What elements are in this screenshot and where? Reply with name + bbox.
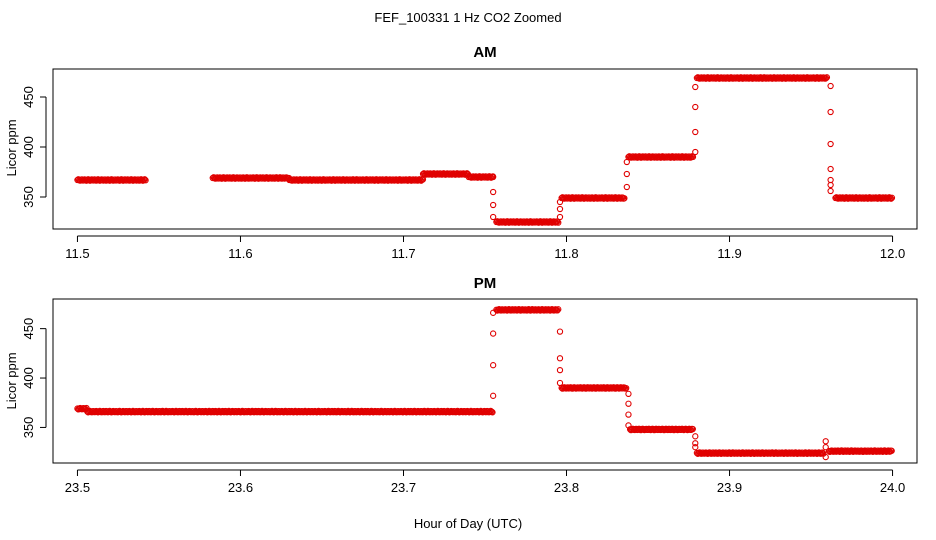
- data-point: [692, 148, 699, 156]
- panel-pm-xtick-label: 23.9: [717, 480, 742, 495]
- data-point: [625, 422, 632, 429]
- data-point: [623, 384, 630, 392]
- data-point: [692, 83, 699, 91]
- data-point: [556, 205, 564, 213]
- data-point: [625, 400, 632, 407]
- data-point: [554, 307, 561, 314]
- data-point: [488, 408, 495, 415]
- data-point: [625, 411, 632, 418]
- panel-pm-xtick-label: 24.0: [880, 480, 905, 495]
- panel-pm-xtick-label: 23.7: [391, 480, 416, 495]
- data-point: [623, 170, 630, 178]
- data-point: [822, 453, 829, 461]
- data-point: [819, 449, 826, 456]
- data-point: [489, 213, 497, 221]
- data-point: [689, 153, 697, 161]
- data-point: [827, 176, 834, 184]
- panel-pm-yaxis: 350 400 450: [21, 318, 47, 439]
- panel-am-xtick-label: 11.6: [228, 246, 252, 261]
- panel-am-xaxis: 11.5 11.6 11.7 11.8 11.9 12.0: [65, 235, 905, 261]
- data-point: [556, 366, 564, 374]
- data-point: [692, 103, 699, 111]
- panel-am-xtick-label: 11.9: [717, 246, 741, 261]
- panel-pm-ytick-label: 450: [21, 318, 36, 340]
- data-point: [827, 187, 834, 195]
- panel-am: AM Licor ppm 11.5 11.6 11.7 11.8 11.9 12.0 35…: [4, 44, 918, 261]
- data-point: [489, 309, 497, 316]
- panel-am-yaxis: 350 400 450: [21, 86, 47, 208]
- panel-am-xtick-label: 11.7: [391, 246, 415, 261]
- panel-pm-plot-box: [52, 298, 918, 464]
- panel-pm-points: [74, 306, 895, 461]
- figure-title: FEF_100331 1 Hz CO2 Zoomed: [374, 10, 561, 25]
- data-point: [692, 440, 699, 447]
- data-point: [556, 198, 564, 206]
- panel-am-xtick-label: 11.8: [554, 246, 578, 261]
- data-point: [827, 140, 834, 148]
- data-point: [689, 425, 696, 433]
- data-point: [555, 306, 562, 313]
- data-point: [822, 75, 830, 82]
- data-point: [556, 355, 564, 362]
- data-point: [623, 158, 630, 166]
- panel-pm-xtick-label: 23.8: [554, 480, 579, 495]
- data-point: [827, 108, 834, 116]
- panel-pm-ytick-label: 400: [21, 367, 36, 389]
- data-point: [888, 194, 896, 201]
- data-point: [556, 328, 564, 335]
- panel-am-title: AM: [473, 44, 496, 61]
- data-point: [827, 165, 834, 173]
- data-point: [822, 444, 829, 451]
- data-point: [489, 362, 497, 369]
- data-point: [555, 219, 562, 226]
- data-point: [554, 218, 561, 225]
- panel-am-ytick-label: 400: [21, 136, 36, 158]
- data-point: [489, 409, 496, 416]
- data-point: [623, 183, 630, 191]
- panel-pm-xtick-label: 23.6: [228, 480, 253, 495]
- panel-pm-ylabel: Licor ppm: [4, 352, 19, 409]
- data-point: [827, 82, 834, 90]
- data-point: [489, 173, 497, 181]
- figure-xlabel: Hour of Day (UTC): [414, 516, 522, 531]
- data-point: [827, 181, 834, 189]
- data-point: [489, 188, 497, 196]
- data-point: [141, 176, 148, 183]
- data-point: [822, 438, 829, 445]
- data-point: [887, 195, 895, 202]
- panel-am-plot-box: [52, 68, 918, 230]
- data-point: [621, 195, 628, 202]
- panel-pm: PM Licor ppm 23.5 23.6 23.7 23.8 23.9 24.0 35…: [4, 275, 918, 495]
- data-point: [692, 444, 699, 451]
- data-point: [556, 213, 564, 221]
- data-point: [888, 447, 895, 454]
- data-point: [625, 390, 632, 397]
- panel-am-xtick-label: 11.5: [65, 246, 89, 261]
- data-point: [489, 392, 497, 399]
- panel-am-points: [74, 74, 896, 226]
- data-point: [823, 74, 831, 81]
- panel-am-ylabel: Licor ppm: [4, 119, 19, 176]
- panel-pm-ytick-label: 350: [21, 417, 36, 439]
- data-point: [692, 128, 699, 136]
- data-point: [692, 433, 699, 440]
- data-point: [556, 379, 564, 387]
- panel-am-ytick-label: 450: [21, 86, 36, 108]
- panel-am-xtick-label: 12.0: [880, 246, 905, 261]
- data-point: [489, 201, 497, 209]
- data-point: [142, 177, 149, 184]
- panel-pm-title: PM: [474, 275, 497, 292]
- panel-pm-xtick-label: 23.5: [65, 480, 90, 495]
- panel-am-ytick-label: 350: [21, 186, 36, 208]
- panel-pm-xaxis: 23.5 23.6 23.7 23.8 23.9 24.0: [65, 469, 905, 495]
- data-point: [489, 330, 497, 337]
